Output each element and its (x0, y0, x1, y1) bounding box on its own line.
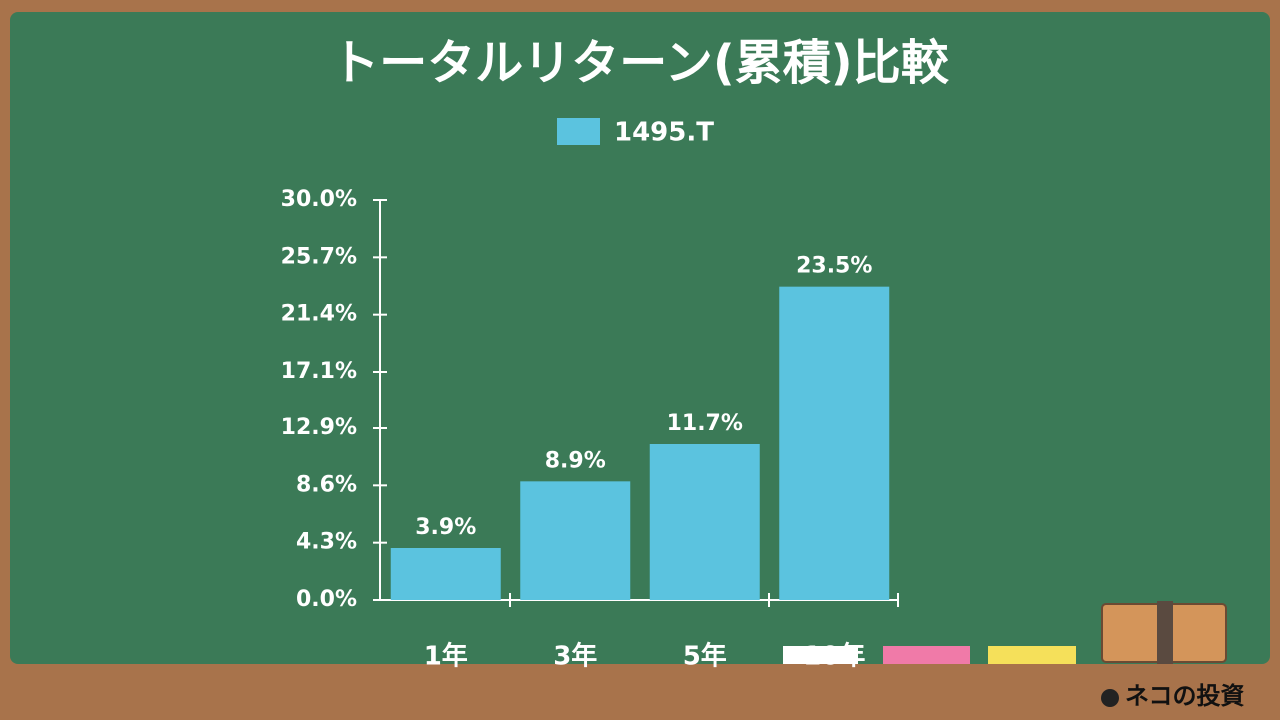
y-tick-label: 0.0% (296, 587, 357, 612)
x-tick-label: 5年 (683, 641, 727, 672)
bar (390, 548, 501, 600)
brand: ネコの投資 (1125, 682, 1245, 710)
y-tick-label: 17.1% (281, 359, 357, 384)
cat-icon (1101, 689, 1119, 707)
bar (779, 286, 890, 600)
value-label: 11.7% (667, 411, 743, 436)
chart-title: トータルリターン(累積)比較 (331, 35, 949, 91)
x-tick-label: 3年 (553, 641, 597, 672)
y-tick-label: 4.3% (296, 530, 357, 555)
board (10, 12, 1270, 664)
y-tick-label: 21.4% (281, 302, 357, 327)
eraser-band (1157, 601, 1173, 664)
y-tick-label: 30.0% (281, 187, 357, 212)
value-label: 23.5% (796, 254, 872, 279)
bar (520, 481, 631, 600)
chalk-pink (883, 646, 970, 664)
bar (649, 444, 760, 600)
decoration: ネコの投資 (783, 601, 1245, 710)
legend-label: 1495.T (614, 118, 714, 148)
value-label: 8.9% (545, 448, 606, 473)
chalk-white (783, 646, 858, 664)
plot: 0.0% 4.3% 8.6% 12.9% 17.1% 21.4% 25.7% 30.0% 149… (281, 118, 890, 612)
y-tick-label: 8.6% (296, 472, 357, 497)
legend-swatch (557, 118, 600, 145)
y-tick-label: 12.9% (281, 415, 357, 440)
y-tick-label: 25.7% (281, 244, 357, 269)
x-tick-label: 1年 (424, 641, 468, 672)
chalk-yellow (988, 646, 1076, 664)
value-label: 3.9% (415, 515, 476, 540)
